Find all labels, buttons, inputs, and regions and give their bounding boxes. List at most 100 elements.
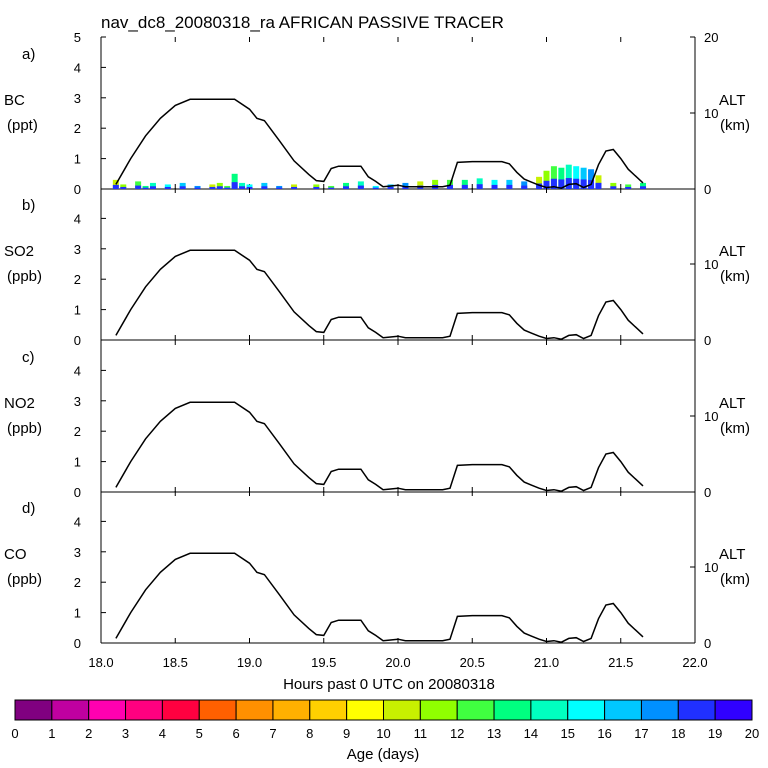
colorbar-cell <box>714 699 753 721</box>
tracer-bar <box>291 184 298 189</box>
chart-panels: 01234501020a)BC(ppt)ALT(km)01234010b)SO2… <box>4 30 750 670</box>
tracer-bar <box>231 173 238 189</box>
altitude-line <box>115 552 644 643</box>
altitude-axis-unit: (km) <box>720 268 750 285</box>
tracer-bar-base <box>112 184 119 189</box>
species-label: BC <box>4 92 25 109</box>
species-unit: (ppb) <box>7 571 42 588</box>
panel-letter: d) <box>22 500 35 517</box>
tracer-bar-base <box>476 184 483 189</box>
right-tick-label: 0 <box>704 485 711 500</box>
tracer-bar <box>357 181 364 189</box>
tracer-bar-base <box>149 186 156 189</box>
colorbar-tick-label: 1 <box>48 726 55 741</box>
colorbar-cell <box>198 699 237 721</box>
colorbar-tick-label: 6 <box>232 726 239 741</box>
tracer-bar <box>149 182 156 189</box>
colorbar-tick-label: 19 <box>708 726 722 741</box>
right-tick-label: 0 <box>704 182 711 197</box>
left-tick-label: 1 <box>74 152 81 167</box>
altitude-axis-unit: (km) <box>720 571 750 588</box>
tracer-bar-base <box>543 180 550 189</box>
panel-so2: 0 1 2 3 4 0 10 b) SO2 (ppb) ALT (km) <box>4 188 750 348</box>
x-tick-label: 18.0 <box>88 655 113 670</box>
colorbar-cell <box>272 699 311 721</box>
tracer-bar <box>135 181 142 189</box>
colorbar-cell <box>309 699 348 721</box>
left-tick-label: 0 <box>74 182 81 197</box>
colorbar-cell <box>51 699 90 721</box>
x-tick-label: 22.0 <box>682 655 707 670</box>
colorbar-tick-label: 0 <box>11 726 18 741</box>
tracer-bar <box>580 167 587 189</box>
colorbar-title: Age (days) <box>347 746 420 763</box>
colorbar-tick-label: 11 <box>414 726 428 741</box>
tracer-bar <box>276 185 283 189</box>
tracer-bar-base <box>461 184 468 189</box>
colorbar-tick-label: 13 <box>487 726 501 741</box>
altitude-axis-label: ALT <box>719 546 745 563</box>
species-label: SO2 <box>4 243 34 260</box>
x-tick-label: 21.5 <box>608 655 633 670</box>
tracer-bar-base <box>313 186 320 189</box>
tracer-bar <box>573 166 580 189</box>
altitude-line <box>115 249 644 340</box>
colorbar-tick-label: 8 <box>306 726 313 741</box>
tracer-bar-base <box>209 186 216 189</box>
tracer-bar <box>640 182 647 189</box>
tracer-bar-base <box>387 186 394 189</box>
colorbar-cell <box>493 699 532 721</box>
chart-title: nav_dc8_20080318_ra AFRICAN PASSIVE TRAC… <box>101 13 504 32</box>
tracer-bar <box>417 181 424 189</box>
colorbar-cell <box>456 699 495 721</box>
left-tick-label: 2 <box>74 575 81 590</box>
colorbar-tick-label: 12 <box>450 726 464 741</box>
tracer-bar-base <box>402 186 409 189</box>
altitude-line <box>115 98 644 189</box>
x-tick-label: 19.5 <box>311 655 336 670</box>
colorbar-tick-label: 15 <box>561 726 575 741</box>
tracer-bar-base <box>357 185 364 189</box>
tracer-bar <box>461 179 468 189</box>
tracer-bar <box>372 185 379 189</box>
colorbar-tick-label: 18 <box>671 726 685 741</box>
tracer-bar-base <box>372 187 379 189</box>
altitude-line <box>115 401 644 492</box>
left-tick-label: 4 <box>74 514 81 529</box>
tracer-bar-base <box>610 186 617 189</box>
tracer-bar-base <box>595 182 602 189</box>
tracer-bar <box>506 179 513 189</box>
colorbar-cell <box>640 699 679 721</box>
tracer-bar-base <box>224 187 231 189</box>
left-tick-label: 3 <box>74 394 81 409</box>
tracer-bar-base <box>491 184 498 189</box>
tracer-bar-base <box>276 187 283 189</box>
tracer-bar-base <box>194 187 201 189</box>
colorbar-tick-label: 9 <box>343 726 350 741</box>
tracer-bar <box>216 182 223 189</box>
tracer-bar <box>246 184 253 189</box>
left-tick-label: 0 <box>74 485 81 500</box>
tracer-bar-base <box>291 186 298 189</box>
tracer-bar <box>142 185 149 189</box>
age-colorbar: 0 1 2 3 4 5 6 7 8 9 10 11 12 13 14 15 16 17 18 19 20 <box>11 699 759 741</box>
colorbar-tick-label: 10 <box>376 726 390 741</box>
left-tick-label: 4 <box>74 363 81 378</box>
tracer-bar <box>343 182 350 189</box>
left-tick-label: 5 <box>74 30 81 45</box>
colorbar-cell <box>567 699 606 721</box>
colorbar-tick-label: 5 <box>196 726 203 741</box>
altitude-axis-label: ALT <box>719 395 745 412</box>
colorbar-tick-label: 17 <box>634 726 648 741</box>
tracer-bar <box>112 179 119 189</box>
tracer-bar-base <box>558 179 565 189</box>
species-label: CO <box>4 546 27 563</box>
tracer-bar-base <box>446 184 453 189</box>
left-tick-label: 0 <box>74 333 81 348</box>
tracer-bar-base <box>580 179 587 189</box>
colorbar-cell <box>530 699 569 721</box>
left-tick-label: 3 <box>74 91 81 106</box>
tracer-bar-base <box>640 186 647 189</box>
tracer-bar-base <box>536 183 543 189</box>
